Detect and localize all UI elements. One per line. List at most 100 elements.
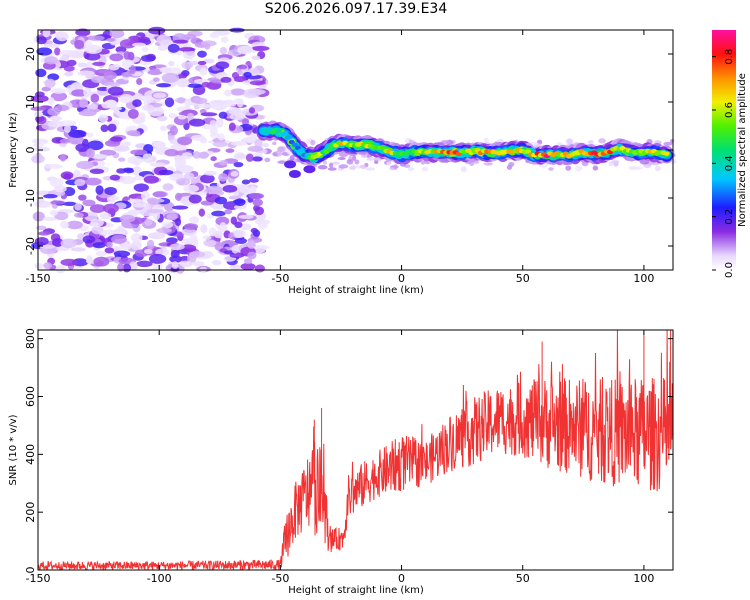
track-halo-speckle [587, 140, 594, 145]
noise-speckle [189, 234, 198, 243]
noise-speckle [169, 125, 178, 136]
noise-speckle [184, 172, 195, 181]
noise-speckle [35, 68, 47, 78]
noise-speckle [95, 250, 107, 257]
noise-speckle [104, 247, 115, 254]
noise-speckle [225, 148, 235, 153]
track-halo-speckle [355, 165, 361, 169]
noise-speckle [228, 122, 236, 131]
noise-speckle [129, 65, 136, 75]
noise-speckle [249, 178, 259, 183]
noise-speckle [43, 43, 61, 48]
noise-speckle [127, 198, 144, 204]
noise-speckle [53, 185, 67, 193]
noise-speckle [140, 54, 156, 62]
spectrogram-ylabel: Frequency (Hz) [8, 112, 19, 188]
noise-speckle [201, 81, 210, 88]
noise-speckle [184, 98, 191, 109]
track-halo-speckle [469, 160, 475, 166]
noise-speckle [242, 118, 249, 126]
track-halo-speckle [460, 166, 467, 173]
noise-speckle [152, 77, 160, 82]
noise-speckle [83, 40, 93, 51]
noise-speckle [148, 232, 166, 240]
track-blob [326, 146, 333, 152]
noise-speckle [230, 140, 247, 146]
noise-speckle [113, 145, 130, 152]
snr-x-axis: -150 -100 -50 0 50 100 [26, 330, 654, 585]
noise-speckle [247, 88, 266, 95]
noise-speckle [162, 221, 174, 229]
track-blob [282, 131, 289, 136]
noise-speckle [82, 199, 96, 207]
track-halo-speckle [329, 162, 334, 168]
noise-speckle [87, 35, 105, 41]
noise-speckle [49, 177, 64, 188]
noise-speckle [228, 195, 242, 200]
noise-speckle [107, 86, 124, 96]
noise-speckle [163, 202, 175, 212]
spectrogram-xlabel: Height of straight line (km) [288, 285, 424, 296]
snr-y-tick-label: 400 [24, 444, 37, 465]
snr-plot-area [38, 330, 673, 570]
noise-speckle [143, 175, 160, 184]
noise-speckle [209, 120, 217, 127]
noise-speckle [237, 64, 248, 70]
noise-speckle [200, 112, 218, 117]
spectrogram-x-tick-label: 0 [398, 272, 405, 285]
noise-speckle [82, 235, 96, 244]
noise-speckle [74, 178, 86, 187]
noise-speckle [147, 197, 158, 204]
noise-speckle [34, 111, 44, 118]
noise-speckle [156, 227, 172, 233]
noise-speckle [89, 168, 105, 175]
noise-speckle [156, 34, 172, 45]
noise-speckle [144, 218, 153, 226]
noise-speckle [91, 75, 109, 84]
noise-speckle [152, 191, 167, 198]
noise-speckle [108, 64, 120, 71]
noise-speckle [209, 99, 227, 105]
colorbar-tick-label: 0.0 [724, 262, 735, 278]
noise-speckle [197, 50, 207, 58]
noise-speckle [136, 78, 143, 86]
track-halo-speckle [277, 160, 286, 164]
noise-speckle [33, 142, 44, 148]
noise-speckle [192, 151, 201, 159]
noise-speckle [36, 36, 47, 45]
track-halo-speckle [508, 161, 515, 167]
snr-line [37, 329, 674, 571]
noise-speckle [159, 125, 168, 132]
track-halo-speckle [262, 142, 269, 148]
noise-speckle [181, 152, 193, 160]
noise-speckle [128, 261, 138, 271]
noise-speckle [164, 149, 179, 157]
noise-speckle [106, 241, 113, 248]
noise-speckle [174, 158, 187, 167]
track-blob [285, 135, 292, 140]
noise-speckle [175, 178, 191, 186]
noise-speckle [204, 42, 211, 50]
noise-speckle [169, 255, 183, 263]
noise-speckle [78, 194, 87, 201]
noise-speckle [30, 106, 47, 111]
spectrogram-y-tick-label: 20 [24, 47, 37, 61]
noise-speckle [64, 71, 74, 77]
noise-speckle [237, 185, 250, 193]
noise-speckle [237, 45, 254, 55]
noise-speckle [92, 61, 106, 66]
noise-speckle [93, 256, 110, 267]
snr-series [37, 329, 674, 571]
track-halo-speckle [441, 140, 451, 145]
noise-speckle [234, 198, 246, 207]
noise-speckle [77, 233, 85, 240]
noise-speckle [120, 141, 132, 147]
noise-speckle [99, 149, 117, 156]
noise-speckle [141, 46, 149, 52]
noise-speckle [45, 163, 63, 169]
noise-speckle [198, 208, 206, 217]
spectrogram-x-tick-label: -50 [271, 272, 289, 285]
noise-speckle [217, 133, 225, 141]
noise-speckle [179, 260, 193, 268]
